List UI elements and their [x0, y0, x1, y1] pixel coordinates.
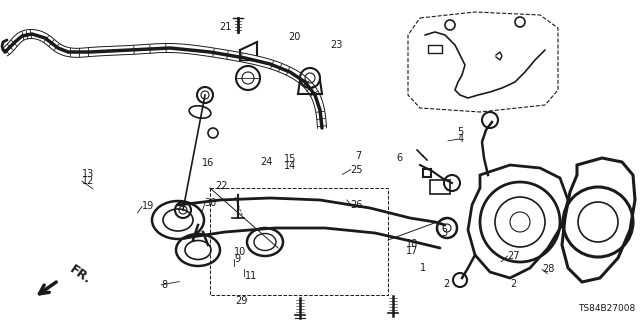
Text: 11: 11 [244, 271, 257, 281]
Text: 6: 6 [397, 153, 403, 163]
Text: 20: 20 [288, 32, 300, 42]
Text: 7: 7 [355, 151, 362, 161]
Text: 1: 1 [420, 263, 426, 273]
Text: FR.: FR. [67, 263, 93, 287]
Text: 14: 14 [284, 161, 296, 171]
Text: 19: 19 [142, 201, 154, 212]
Text: 5: 5 [458, 127, 464, 137]
Text: 2: 2 [510, 279, 516, 289]
Text: 23: 23 [330, 40, 342, 50]
Text: 16: 16 [202, 158, 214, 168]
Text: 15: 15 [284, 154, 296, 164]
Text: 18: 18 [406, 239, 419, 249]
Text: 13: 13 [82, 169, 94, 179]
Text: 27: 27 [508, 251, 520, 261]
Text: 8: 8 [161, 280, 168, 290]
Text: 30: 30 [205, 198, 217, 208]
Text: 17: 17 [406, 245, 419, 256]
Bar [428, 45, 442, 53]
Text: 22: 22 [216, 181, 228, 191]
Text: 26: 26 [351, 200, 363, 210]
Bar [430, 180, 450, 194]
Text: 12: 12 [82, 176, 94, 186]
Text: TS84B27008: TS84B27008 [578, 304, 635, 313]
Text: 25: 25 [351, 164, 364, 175]
Text: 28: 28 [542, 264, 554, 275]
Text: 4: 4 [458, 134, 464, 144]
Text: 24: 24 [260, 156, 273, 167]
Text: 21: 21 [219, 22, 231, 32]
Text: 2: 2 [444, 279, 450, 289]
Text: 9: 9 [234, 253, 241, 264]
Text: 3: 3 [442, 228, 448, 238]
Text: 29: 29 [235, 296, 247, 307]
Text: 10: 10 [234, 246, 246, 257]
